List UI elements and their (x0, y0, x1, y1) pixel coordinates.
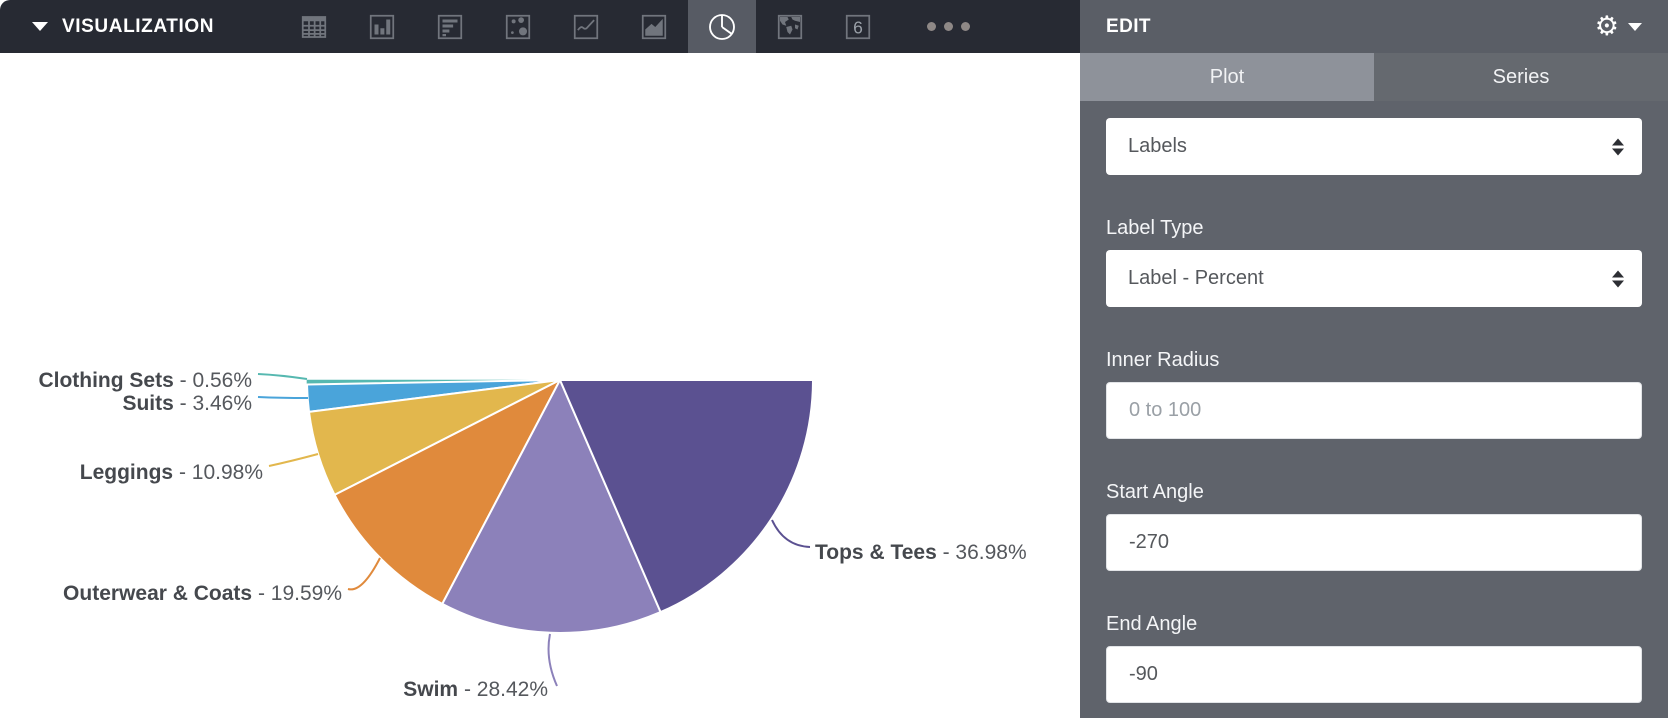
label-leader-line (268, 453, 319, 467)
pie-chart-icon (709, 13, 735, 40)
chart-type-kpi-button[interactable]: 6 (824, 0, 892, 53)
select-updown-icon (1612, 138, 1624, 155)
pie-slice-label: Tops & Tees - 36.98% (815, 541, 1027, 564)
pie-slice[interactable] (333, 379, 561, 605)
end-angle-input[interactable] (1106, 646, 1642, 703)
visualization-toolbar: VISUALIZATION (0, 0, 1080, 53)
pie-slice-label: Outerwear & Coats - 19.59% (63, 582, 342, 605)
pie-chart: Clothing Sets - 0.56%Suits - 3.46% Leggin… (38, 369, 1027, 701)
kpi-number-icon: 6 (845, 14, 871, 39)
chevron-down-icon (1628, 22, 1642, 31)
chart-type-table-button[interactable] (280, 0, 348, 53)
edit-panel-body: Labels Label Type Label - Percent Inner … (1080, 101, 1668, 703)
map-icon (777, 14, 803, 39)
chevron-down-icon (32, 22, 48, 31)
select-updown-icon (1612, 270, 1624, 287)
bar-chart-icon (369, 14, 395, 39)
label-leader-line (257, 373, 308, 380)
label-type-group: Label Type Label - Percent (1106, 217, 1642, 307)
area-chart-icon (641, 14, 667, 39)
pie-slice[interactable] (441, 379, 662, 634)
chart-area: Clothing Sets - 0.56% Suits - 3.46% Leggin… (0, 53, 1080, 718)
edit-panel-header: EDIT ⚙ (1080, 0, 1668, 53)
gear-icon: ⚙ (1594, 11, 1619, 41)
tab-plot[interactable]: Plot (1080, 53, 1374, 101)
end-angle-group: End Angle (1106, 613, 1642, 703)
edit-panel: EDIT ⚙ Plot Series Labels Label Type Lab… (1080, 0, 1668, 718)
inner-radius-label: Inner Radius (1106, 349, 1220, 371)
chart-type-pie-button[interactable] (688, 0, 756, 53)
chart-type-area-button[interactable] (620, 0, 688, 53)
edit-panel-title: EDIT (1106, 15, 1151, 37)
chart-type-icons: 6 (280, 0, 982, 53)
end-angle-label: End Angle (1106, 613, 1198, 635)
table-icon (301, 15, 327, 38)
ellipsis-icon (905, 22, 970, 31)
labels-select[interactable]: Labels (1106, 118, 1642, 175)
chart-type-map-button[interactable] (756, 0, 824, 53)
label-leader-line (547, 633, 558, 687)
chart-type-hbars-button[interactable] (416, 0, 484, 53)
start-angle-input[interactable] (1106, 514, 1642, 571)
toolbar-title: VISUALIZATION (62, 15, 215, 37)
horizontal-bars-icon (437, 14, 463, 39)
inner-radius-group: Inner Radius (1106, 349, 1642, 439)
chart-type-scatter-button[interactable] (484, 0, 552, 53)
pie-slice-label: Swim - 28.42% (403, 678, 548, 701)
label-leader-line (771, 519, 811, 548)
pie-slice[interactable] (559, 379, 814, 614)
edit-panel-tabs: Plot Series (1080, 53, 1668, 101)
start-angle-label: Start Angle (1106, 481, 1204, 503)
pie-slice-label: Clothing Sets - 0.56% (38, 369, 252, 392)
svg-text:6: 6 (853, 17, 863, 37)
label-leader-line (257, 396, 309, 399)
chart-type-bars-button[interactable] (348, 0, 416, 53)
chart-type-line-button[interactable] (552, 0, 620, 53)
panel-settings-button[interactable]: ⚙ (1595, 13, 1642, 40)
pie-slice-label: Leggings - 10.98% (80, 461, 263, 484)
scatter-icon (505, 14, 531, 39)
label-type-label: Label Type (1106, 217, 1204, 239)
label-type-select[interactable]: Label - Percent (1106, 250, 1642, 307)
pie-slice-label: Suits - 3.46% (122, 392, 252, 415)
inner-radius-input[interactable] (1106, 382, 1642, 439)
line-chart-icon (573, 14, 599, 39)
tab-series[interactable]: Series (1374, 53, 1668, 101)
label-leader-line (347, 557, 381, 591)
visualization-picker[interactable]: VISUALIZATION (0, 16, 280, 38)
start-angle-group: Start Angle (1106, 481, 1642, 571)
more-chart-types-button[interactable] (892, 0, 982, 53)
